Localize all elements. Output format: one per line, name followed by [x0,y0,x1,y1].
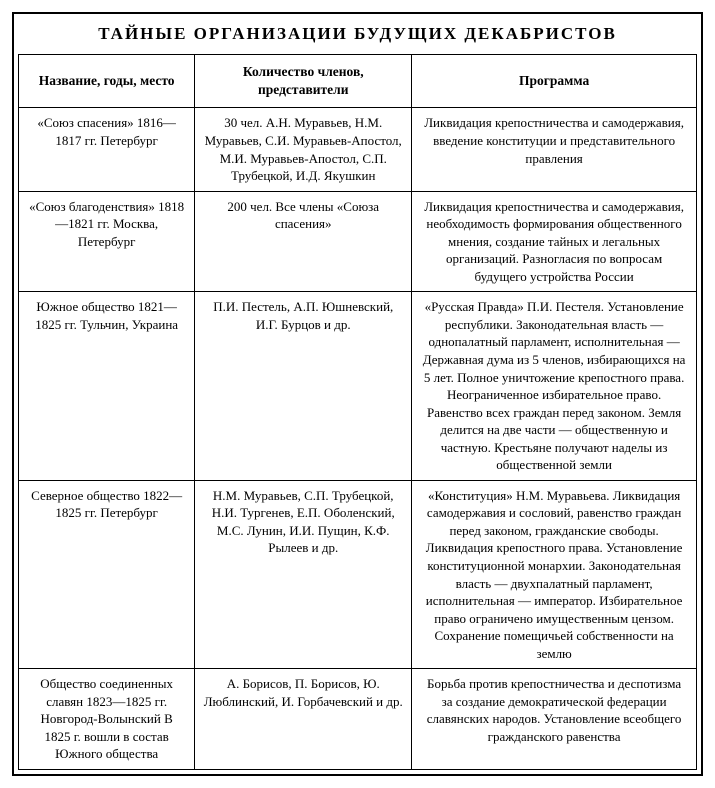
column-header-program: Программа [412,55,697,108]
table-header-row: Название, годы, место Количество членов,… [19,55,697,108]
cell-members: Н.М. Муравьев, С.П. Трубецкой, Н.И. Тург… [195,480,412,668]
organizations-table: Название, годы, место Количество членов,… [18,54,697,770]
cell-program: Ликвидация крепостничества и самодержави… [412,108,697,191]
cell-program: «Русская Правда» П.И. Пестеля. Установле… [412,292,697,480]
cell-name: «Союз спасения» 1816—1817 гг. Петербург [19,108,195,191]
cell-members: 30 чел. А.Н. Муравьев, Н.М. Муравьев, С.… [195,108,412,191]
table-row: Южное общество 1821—1825 гг. Тульчин, Ук… [19,292,697,480]
cell-program: Борьба против крепостничества и деспотиз… [412,669,697,770]
cell-program: «Конституция» Н.М. Муравьева. Ликвидация… [412,480,697,668]
cell-members: А. Борисов, П. Борисов, Ю. Люблинский, И… [195,669,412,770]
cell-members: П.И. Пестель, А.П. Юшневский, И.Г. Бурцо… [195,292,412,480]
cell-name: «Союз благоденствия» 1818—1821 гг. Москв… [19,191,195,292]
column-header-name: Название, годы, место [19,55,195,108]
cell-name: Южное общество 1821—1825 гг. Тульчин, Ук… [19,292,195,480]
cell-members: 200 чел. Все члены «Союза спасения» [195,191,412,292]
table-row: Общество соединенных славян 1823—1825 гг… [19,669,697,770]
document-title: ТАЙНЫЕ ОРГАНИЗАЦИИ БУДУЩИХ ДЕКАБРИСТОВ [18,22,697,48]
column-header-members: Количество членов, представители [195,55,412,108]
table-row: «Союз спасения» 1816—1817 гг. Петербург … [19,108,697,191]
cell-name: Общество соединенных славян 1823—1825 гг… [19,669,195,770]
cell-name: Северное общество 1822—1825 гг. Петербур… [19,480,195,668]
table-row: «Союз благоденствия» 1818—1821 гг. Москв… [19,191,697,292]
document-frame: ТАЙНЫЕ ОРГАНИЗАЦИИ БУДУЩИХ ДЕКАБРИСТОВ Н… [12,12,703,776]
cell-program: Ликвидация крепостничества и самодержави… [412,191,697,292]
table-row: Северное общество 1822—1825 гг. Петербур… [19,480,697,668]
